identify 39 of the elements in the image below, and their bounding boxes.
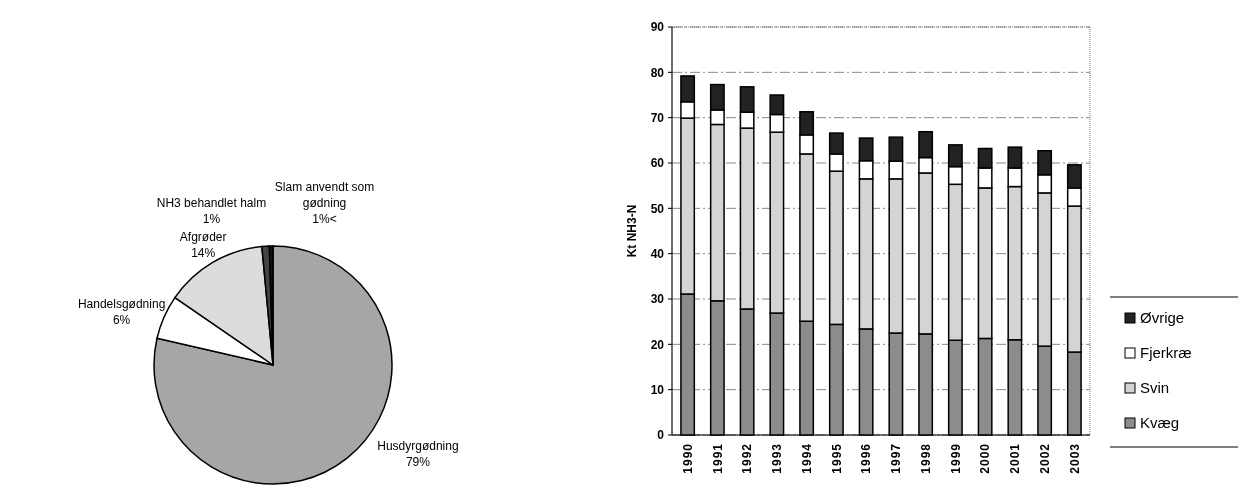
y-tick-label: 60 [650, 156, 665, 171]
data-label: 14% [191, 246, 216, 261]
slice-label: Afgrøder [179, 230, 227, 245]
legend-label: Øvrige [1140, 309, 1185, 327]
y-tick-label: 30 [650, 292, 665, 307]
x-tick-label: 1999 [948, 443, 963, 474]
y-tick-label: 20 [650, 337, 665, 352]
x-tick-label: 1997 [889, 443, 904, 474]
x-tick-label: 1991 [710, 443, 725, 474]
x-tick-label: 2002 [1037, 443, 1052, 474]
y-axis-title: Kt NH3-N [625, 204, 639, 258]
x-tick-label: 1994 [799, 443, 814, 474]
slice-label: Husdyrgødning [377, 439, 459, 453]
y-tick-label: 70 [650, 110, 665, 125]
x-tick-label: 1990 [680, 443, 695, 474]
x-tick-label: 1992 [740, 443, 755, 474]
y-tick-label: 10 [650, 382, 665, 397]
y-tick-label: 40 [650, 246, 665, 261]
y-tick-label: 80 [650, 65, 665, 80]
legend-label: Kvæg [1140, 414, 1180, 432]
y-tick-label: 0 [657, 428, 665, 443]
y-tick-label: 90 [650, 20, 665, 35]
slice-label: Slam anvendt som gødning [274, 180, 375, 211]
data-label: 1%< [312, 212, 337, 227]
x-tick-label: 1993 [770, 443, 785, 474]
data-label: 79% [405, 455, 431, 469]
x-tick-label: 2003 [1067, 443, 1082, 474]
slice-label: Handelsgødning [77, 297, 166, 312]
slice-label: NH3 behandlet halm [156, 196, 267, 211]
x-tick-label: 1996 [859, 443, 874, 474]
data-label: 1% [202, 212, 221, 227]
x-tick-label: 1998 [918, 443, 933, 474]
data-label: 6% [112, 313, 131, 328]
x-tick-label: 2000 [978, 443, 993, 474]
y-tick-label: 50 [650, 201, 665, 216]
legend-label: Fjerkræ [1140, 344, 1192, 362]
legend-label: Svin [1140, 379, 1170, 397]
x-tick-label: 1995 [829, 443, 844, 474]
x-tick-label: 2001 [1008, 443, 1023, 474]
